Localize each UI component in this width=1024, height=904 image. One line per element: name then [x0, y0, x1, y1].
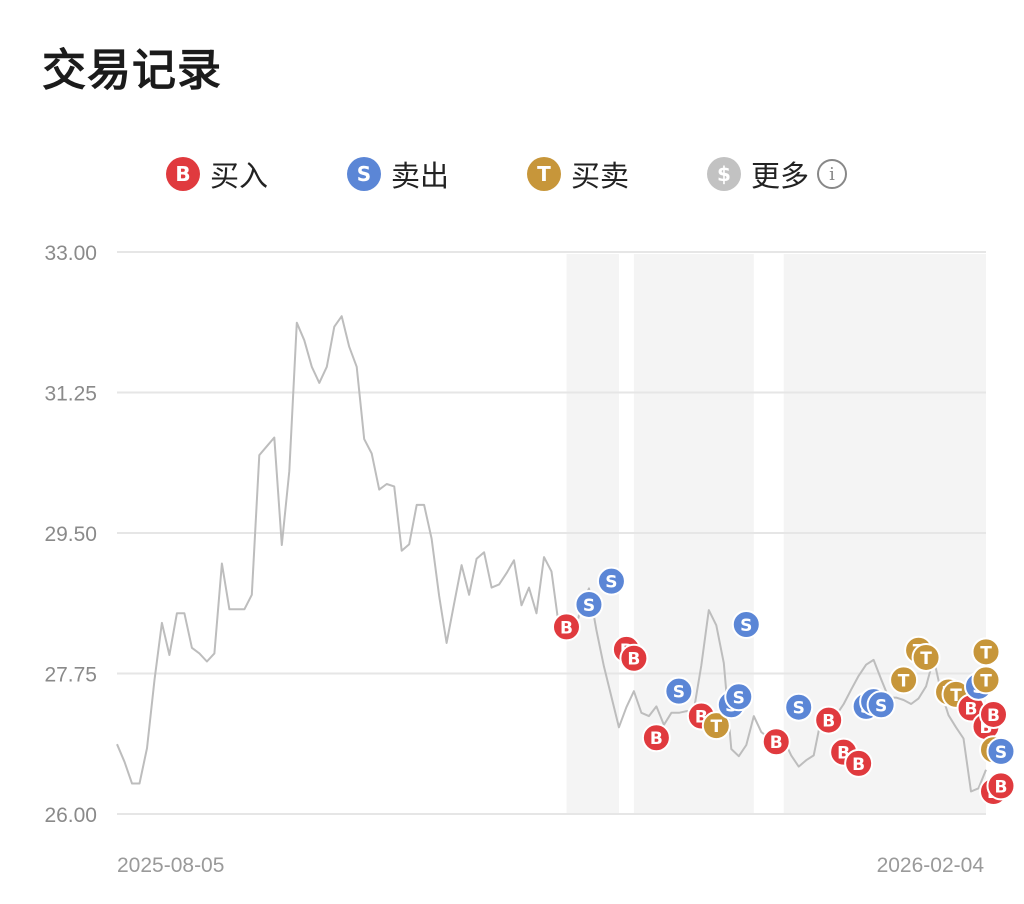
- marker-letter: S: [875, 696, 887, 716]
- marker-circle: [971, 637, 1001, 667]
- sell-marker: S: [596, 566, 626, 596]
- chart-legend: B 买入 S 卖出 T 买卖 $ 更多 i: [0, 150, 1024, 198]
- y-tick-label: 33.00: [44, 242, 97, 265]
- marker-letter: S: [740, 616, 752, 636]
- sell-marker: S: [784, 692, 814, 722]
- buy-marker: B: [814, 705, 844, 735]
- buy-marker: B: [844, 748, 874, 778]
- x-start-label: 2025-08-05: [117, 854, 224, 877]
- marker-circle: [866, 690, 896, 720]
- legend-trade-label: 买卖: [571, 159, 630, 193]
- sell-marker: S: [866, 690, 896, 720]
- marker-circle: [978, 699, 1008, 729]
- trade-markers: BSSBBBSBTSSSBSBBBSSSTTTTTBSTTBBTSBB: [551, 566, 1016, 807]
- marker-circle: [889, 665, 919, 695]
- marker-letter: S: [605, 573, 617, 593]
- y-tick-label: 26.00: [44, 804, 97, 827]
- marker-letter: S: [673, 683, 685, 703]
- y-tick-label: 31.25: [44, 383, 97, 406]
- marker-circle: [641, 723, 671, 753]
- marker-letter: S: [583, 596, 595, 616]
- marker-letter: B: [852, 755, 865, 775]
- marker-letter: B: [650, 729, 663, 749]
- marker-letter: B: [987, 706, 1000, 726]
- marker-circle: [664, 676, 694, 706]
- legend-buy-label: 买入: [210, 159, 269, 193]
- legend-sell[interactable]: S 卖出: [347, 150, 449, 198]
- legend-sell-label: 卖出: [391, 159, 450, 193]
- marker-circle: [596, 566, 626, 596]
- trade-marker-icon: T: [527, 157, 561, 191]
- marker-circle: [761, 727, 791, 757]
- marker-letter: B: [627, 650, 640, 670]
- buy-marker: B: [978, 699, 1008, 729]
- buy-marker: B: [761, 727, 791, 757]
- marker-letter: T: [898, 671, 910, 691]
- sell-marker: S: [664, 676, 694, 706]
- y-axis: 33.00 31.25 29.50 27.75 26.00: [44, 242, 97, 827]
- page-title: 交易记录: [42, 45, 222, 96]
- marker-circle: [986, 771, 1016, 801]
- marker-circle: [784, 692, 814, 722]
- marker-circle: [551, 612, 581, 642]
- buy-marker: B: [641, 723, 671, 753]
- marker-circle: [844, 748, 874, 778]
- marker-letter: T: [711, 717, 723, 737]
- marker-letter: T: [980, 643, 992, 663]
- buy-marker: B: [986, 771, 1016, 801]
- marker-circle: [814, 705, 844, 735]
- info-icon[interactable]: i: [817, 159, 848, 189]
- marker-circle: [619, 643, 649, 673]
- legend-more[interactable]: $ 更多 i: [707, 150, 848, 198]
- x-end-label: 2026-02-04: [877, 854, 985, 877]
- legend-trade[interactable]: T 买卖: [527, 150, 629, 198]
- price-line: [116, 315, 987, 793]
- trade-marker: T: [971, 637, 1001, 667]
- trade-marker: T: [971, 665, 1001, 695]
- marker-letter: B: [994, 777, 1007, 797]
- marker-letter: S: [733, 688, 745, 708]
- marker-letter: B: [560, 618, 573, 638]
- marker-letter: T: [980, 671, 992, 691]
- marker-letter: B: [965, 700, 978, 720]
- sell-marker: S: [986, 736, 1016, 766]
- trade-marker: T: [911, 642, 941, 672]
- marker-circle: [971, 665, 1001, 695]
- gridlines: [117, 251, 986, 815]
- x-axis: 2025-08-05 2026-02-04: [117, 854, 984, 877]
- buy-marker: B: [551, 612, 581, 642]
- y-tick-label: 29.50: [44, 523, 97, 546]
- buy-marker-icon: B: [166, 157, 200, 191]
- sell-marker-icon: S: [347, 157, 381, 191]
- sell-marker: S: [574, 589, 604, 619]
- marker-circle: [731, 610, 761, 640]
- legend-buy[interactable]: B 买入: [166, 150, 268, 198]
- trade-marker: T: [701, 711, 731, 741]
- sell-marker: S: [731, 610, 761, 640]
- marker-letter: B: [822, 712, 835, 732]
- sell-marker: S: [724, 682, 754, 712]
- price-series-line: [116, 315, 987, 793]
- marker-circle: [986, 736, 1016, 766]
- trade-marker: T: [889, 665, 919, 695]
- dollar-marker-icon: $: [707, 157, 741, 191]
- marker-circle: [574, 589, 604, 619]
- buy-marker: B: [619, 643, 649, 673]
- y-tick-label: 27.75: [44, 664, 97, 687]
- marker-circle: [701, 711, 731, 741]
- marker-letter: T: [920, 649, 932, 669]
- marker-circle: [724, 682, 754, 712]
- marker-letter: S: [793, 699, 805, 719]
- marker-letter: S: [995, 743, 1007, 763]
- marker-letter: B: [770, 733, 783, 753]
- marker-circle: [911, 642, 941, 672]
- legend-more-label: 更多: [751, 159, 810, 193]
